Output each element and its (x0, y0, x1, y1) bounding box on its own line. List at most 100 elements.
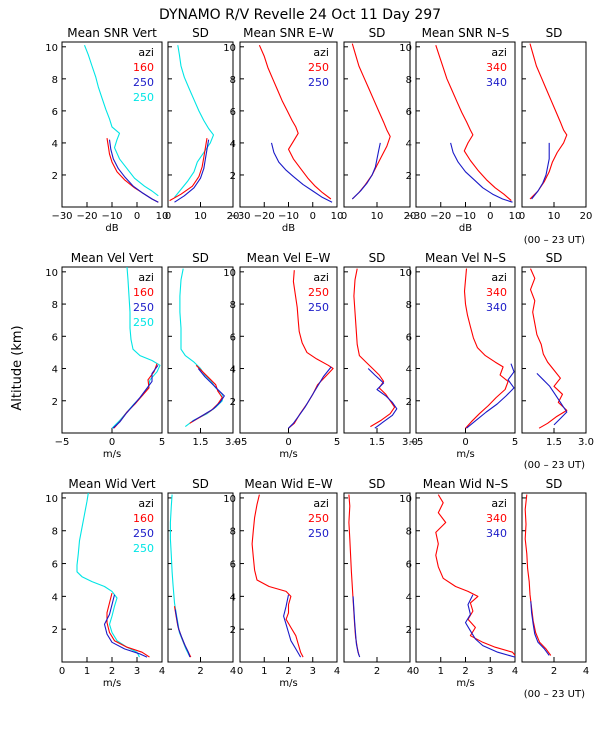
x-tick-label: 20 (227, 211, 240, 222)
chart-panel-4: SD 0 10 20 (341, 26, 417, 222)
time-note-row1: (00 – 23 UT) (524, 235, 585, 246)
legend-entry: 250 (308, 61, 329, 74)
y-tick-label: 2 (230, 625, 236, 636)
x-tick-label: 2 (374, 666, 380, 677)
series-line-red (106, 592, 150, 658)
y-tick-label: 6 (230, 332, 236, 343)
y-tick-label: 2 (52, 171, 58, 182)
series-line-blue (531, 142, 550, 200)
x-tick-label: 3.0 (225, 437, 241, 448)
legend-header: azi (138, 271, 154, 284)
y-tick-label: 6 (52, 560, 58, 571)
panel-title: SD (369, 26, 386, 40)
y-tick-label: 8 (52, 300, 58, 311)
y-tick-label: 4 (52, 592, 58, 603)
chart-panel-14: SD 2 4 (167, 477, 236, 677)
panel-title: SD (192, 26, 209, 40)
panel-title: SD (369, 477, 386, 491)
y-tick-label: 4 (230, 139, 236, 150)
x-tick-label: −5 (233, 437, 248, 448)
legend-header: azi (138, 46, 154, 59)
series-line-blue (352, 596, 361, 658)
y-tick-label: 6 (406, 332, 412, 343)
series-line-red (435, 494, 516, 656)
series-line-blue (288, 366, 332, 429)
panel-grid: Mean SNR Vert−30 −20 −10 0 10246810dBazi1602… (45, 26, 594, 689)
legend-entry: 340 (486, 76, 507, 89)
legend-entry: 250 (133, 527, 154, 540)
x-tick-label: 0 (519, 211, 525, 222)
x-tick-label: 20 (580, 211, 593, 222)
y-tick-label: 4 (52, 365, 58, 376)
y-tick-label: 2 (230, 171, 236, 182)
chart-panel-12: SD 1.5 3.0 (521, 251, 594, 448)
legend-entry: 250 (308, 301, 329, 314)
series-line-red (435, 45, 512, 202)
series-line-red (251, 494, 304, 658)
panel-frame (343, 492, 411, 663)
y-tick-label: 10 (223, 43, 236, 54)
y-tick-label: 4 (230, 592, 236, 603)
legend-header: azi (313, 497, 329, 510)
x-axis-label: m/s (456, 678, 474, 689)
series-line-red (529, 268, 568, 429)
x-tick-label: 1.5 (546, 437, 562, 448)
x-tick-label: 0 (462, 437, 468, 448)
chart-panel-13: Mean Wid Vert 0 1 2 3 4 2 4 6 8 10 m/s azi 160 250 250 (45, 477, 165, 689)
legend-header: azi (313, 271, 329, 284)
y-tick-label: 10 (399, 494, 412, 505)
legend-header: azi (138, 497, 154, 510)
y-tick-label: 10 (45, 494, 58, 505)
x-tick-label: 3 (487, 666, 493, 677)
x-tick-label: −30 (51, 211, 72, 222)
panel-title: SD (369, 251, 386, 265)
panel-title: SD (546, 251, 563, 265)
legend-entry: 250 (308, 527, 329, 540)
x-tick-label: 3 (134, 666, 140, 677)
x-tick-label: 5 (334, 437, 340, 448)
series-line-blue (536, 373, 568, 426)
series-line-red (463, 268, 509, 429)
series-line-cyan (174, 45, 215, 198)
y-tick-label: 8 (52, 75, 58, 86)
series-line-blue (367, 368, 398, 429)
x-tick-label: 3.0 (402, 437, 418, 448)
x-tick-label: 1.5 (369, 437, 385, 448)
y-tick-label: 4 (406, 365, 412, 376)
x-tick-label: 2 (551, 666, 557, 677)
x-tick-label: 4 (230, 666, 236, 677)
legend-entry: 340 (486, 512, 507, 525)
series-line-blue (270, 142, 333, 203)
legend-entry: 340 (486, 286, 507, 299)
x-tick-label: 2 (197, 666, 203, 677)
legend-header: azi (491, 271, 507, 284)
legend-entry: 340 (486, 61, 507, 74)
y-tick-label: 4 (52, 139, 58, 150)
chart-panel-5: Mean SNR N–S −30 −20 −10 0 10 2 4 6 8 10 dB azi 340 34… (399, 26, 521, 234)
x-tick-label: 20 (404, 211, 417, 222)
y-tick-label: 10 (45, 43, 58, 54)
panel-title: Mean Vel N–S (425, 251, 506, 265)
x-axis-label: m/s (279, 678, 297, 689)
x-axis-label: dB (282, 223, 295, 234)
x-tick-label: 10 (156, 211, 169, 222)
y-tick-label: 2 (52, 397, 58, 408)
panel-title: SD (546, 477, 563, 491)
panel-frame (167, 266, 234, 434)
legend-entry: 250 (133, 301, 154, 314)
x-tick-label: 0 (109, 437, 115, 448)
x-tick-label: 5 (512, 437, 518, 448)
x-tick-label: −5 (409, 437, 424, 448)
x-tick-label: −20 (76, 211, 97, 222)
x-tick-label: 10 (331, 211, 344, 222)
legend-entry: 340 (486, 301, 507, 314)
series-line-blue (464, 594, 516, 658)
x-tick-label: 0 (310, 211, 316, 222)
y-tick-label: 6 (52, 332, 58, 343)
chart-panel-6: SD 0 10 20 (519, 26, 593, 222)
figure-title: DYNAMO R/V Revelle 24 Oct 11 Day 297 (159, 7, 441, 23)
panel-frame (521, 492, 587, 663)
series-line-cyan (179, 268, 223, 428)
panel-title: SD (192, 251, 209, 265)
